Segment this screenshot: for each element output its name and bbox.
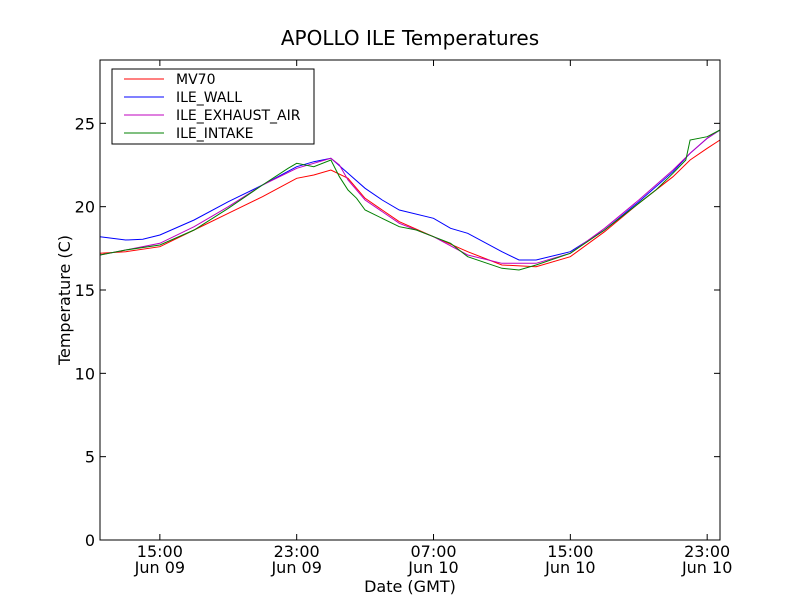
y-tick-label: 10 [75, 364, 95, 383]
y-tick-label: 20 [75, 198, 95, 217]
y-axis-label: Temperature (C) [55, 235, 74, 366]
plot-frame [99, 59, 721, 541]
y-tick-label: 15 [75, 281, 95, 300]
x-tick-label-time: 15:00 [547, 542, 593, 561]
legend: MV70 ILE_WALL ILE_EXHAUST_AIR ILE_INTAKE [111, 68, 315, 145]
x-tick-label-date: Jun 09 [270, 558, 321, 577]
series-line-ile-exhaust-air [99, 129, 721, 264]
legend-label: ILE_INTAKE [176, 126, 253, 142]
series-line-ile-wall [99, 129, 721, 261]
y-axis: 0 5 10 15 20 25 [75, 114, 720, 550]
x-tick-label-date: Jun 09 [134, 558, 185, 577]
legend-label: MV70 [176, 72, 215, 88]
x-tick-label-time: 15:00 [137, 542, 183, 561]
y-tick-label: 25 [75, 114, 95, 133]
x-tick-label-time: 23:00 [274, 542, 320, 561]
legend-label: ILE_EXHAUST_AIR [176, 108, 301, 124]
series-lines [99, 129, 721, 271]
x-tick-label-time: 23:00 [684, 542, 730, 561]
chart-title: APOLLO ILE Temperatures [281, 26, 539, 50]
legend-label: ILE_WALL [176, 90, 242, 106]
x-axis-label: Date (GMT) [364, 577, 456, 596]
x-tick-label-time: 07:00 [410, 542, 456, 561]
x-tick-label-date: Jun 10 [544, 558, 595, 577]
y-tick-label: 5 [85, 448, 95, 467]
legend-box [111, 68, 315, 145]
x-tick-label-date: Jun 10 [681, 558, 732, 577]
y-tick-label: 0 [85, 531, 95, 550]
series-line-ile-intake [99, 129, 721, 271]
x-tick-label-date: Jun 10 [407, 558, 458, 577]
